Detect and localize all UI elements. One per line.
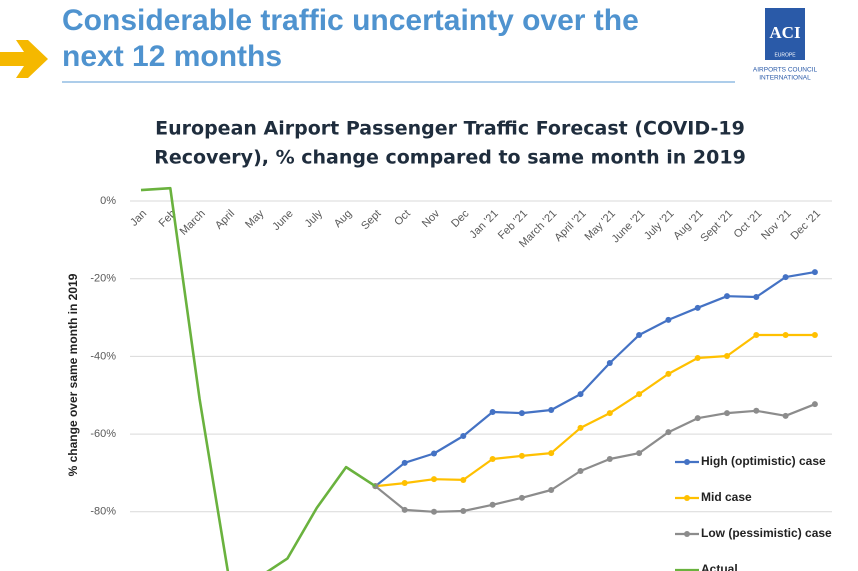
data-point	[694, 304, 701, 311]
y-tick-label: -20%	[90, 273, 116, 285]
data-point	[782, 274, 789, 281]
data-point	[606, 455, 613, 462]
x-tick-label: Jan	[128, 208, 149, 229]
data-point	[811, 332, 818, 339]
x-tick-label: Dec	[449, 207, 472, 230]
data-point	[811, 269, 818, 276]
x-tick-label: July '21	[642, 208, 677, 243]
data-point	[577, 424, 584, 431]
data-point	[460, 508, 467, 515]
data-point	[518, 452, 525, 459]
series-line	[374, 403, 816, 513]
series-line	[375, 333, 815, 488]
x-tick-label: July	[303, 207, 326, 230]
legend-marker	[684, 495, 690, 501]
data-point	[489, 408, 496, 415]
data-point	[460, 433, 467, 440]
data-point	[724, 293, 730, 300]
data-point	[518, 494, 525, 501]
x-tick-label: Jan '21	[467, 208, 500, 241]
legend-marker	[684, 459, 690, 465]
data-point	[753, 293, 760, 300]
x-tick-label: Sept '21	[698, 208, 735, 245]
data-point	[577, 468, 584, 475]
x-tick-label: June '21	[610, 208, 648, 246]
y-tick-label: 0%	[100, 195, 116, 207]
data-point	[431, 508, 437, 515]
legend-marker	[684, 531, 690, 537]
x-tick-label: Nov '21	[759, 208, 794, 243]
series-line	[374, 271, 816, 488]
data-point	[782, 412, 789, 419]
data-point	[694, 354, 701, 361]
x-tick-label: May	[243, 207, 267, 231]
data-point	[548, 450, 555, 457]
data-point	[548, 487, 555, 494]
x-tick-label: Oct	[392, 208, 413, 229]
data-point	[401, 459, 408, 466]
logo-name: INTERNATIONAL	[759, 75, 811, 82]
data-point	[606, 410, 613, 417]
data-point	[489, 455, 496, 462]
logo-box	[765, 8, 805, 60]
x-tick-label: Oct '21	[732, 208, 765, 241]
y-axis-label: % change over same month in 2019	[66, 273, 80, 476]
data-point	[401, 480, 408, 487]
x-tick-label: June	[270, 208, 295, 233]
legend-label: Low (pessimistic) case	[701, 526, 832, 540]
x-tick-label: April	[213, 208, 237, 232]
arrow-icon	[0, 40, 48, 78]
logo-region: EUROPE	[774, 52, 796, 58]
data-point	[724, 353, 730, 360]
data-point	[665, 316, 672, 323]
legend-label: Actual	[701, 562, 738, 571]
slide-title: next 12 months	[62, 40, 282, 73]
data-point	[518, 410, 525, 417]
legend-entry: Mid case	[675, 490, 752, 504]
x-tick-label: Aug	[332, 208, 354, 230]
data-point	[489, 501, 496, 508]
data-point	[665, 370, 672, 377]
data-point	[753, 407, 760, 414]
data-point	[694, 415, 701, 422]
logo-name: AIRPORTS COUNCIL	[753, 67, 818, 74]
data-point	[753, 332, 760, 339]
y-tick-label: -80%	[90, 506, 116, 518]
data-point	[460, 476, 467, 483]
data-point	[636, 450, 643, 457]
legend-label: Mid case	[701, 490, 752, 504]
chart-title: Recovery), % change compared to same mon…	[154, 147, 746, 169]
x-tick-label: Dec '21	[788, 208, 823, 243]
data-point	[401, 506, 408, 513]
legend-entry: Actual	[675, 562, 738, 571]
logo-mark: ACI	[769, 23, 801, 42]
data-point	[431, 476, 437, 483]
y-tick-label: -40%	[90, 350, 116, 362]
series-line	[140, 186, 377, 571]
data-point	[636, 332, 643, 339]
data-point	[782, 332, 789, 339]
data-point	[665, 429, 672, 436]
x-tick-label: Sept	[359, 208, 383, 232]
slide-title: Considerable traffic uncertainty over th…	[62, 4, 639, 37]
legend-label: High (optimistic) case	[701, 454, 826, 468]
data-point	[636, 391, 643, 398]
data-point	[431, 450, 437, 457]
y-tick-label: -60%	[90, 428, 116, 440]
logo: ACI EUROPE AIRPORTS COUNCIL INTERNATIONA…	[753, 8, 818, 82]
data-point	[811, 401, 818, 408]
x-tick-label: Nov	[420, 207, 443, 230]
legend-entry: Low (pessimistic) case	[675, 526, 832, 540]
legend-entry: High (optimistic) case	[675, 454, 826, 468]
x-tick-label: March	[178, 208, 208, 238]
data-point	[606, 360, 613, 367]
data-point	[577, 391, 584, 398]
data-point	[548, 407, 555, 414]
x-tick-label: April '21	[552, 208, 588, 244]
data-point	[724, 410, 730, 417]
chart-title: European Airport Passenger Traffic Forec…	[155, 118, 745, 140]
